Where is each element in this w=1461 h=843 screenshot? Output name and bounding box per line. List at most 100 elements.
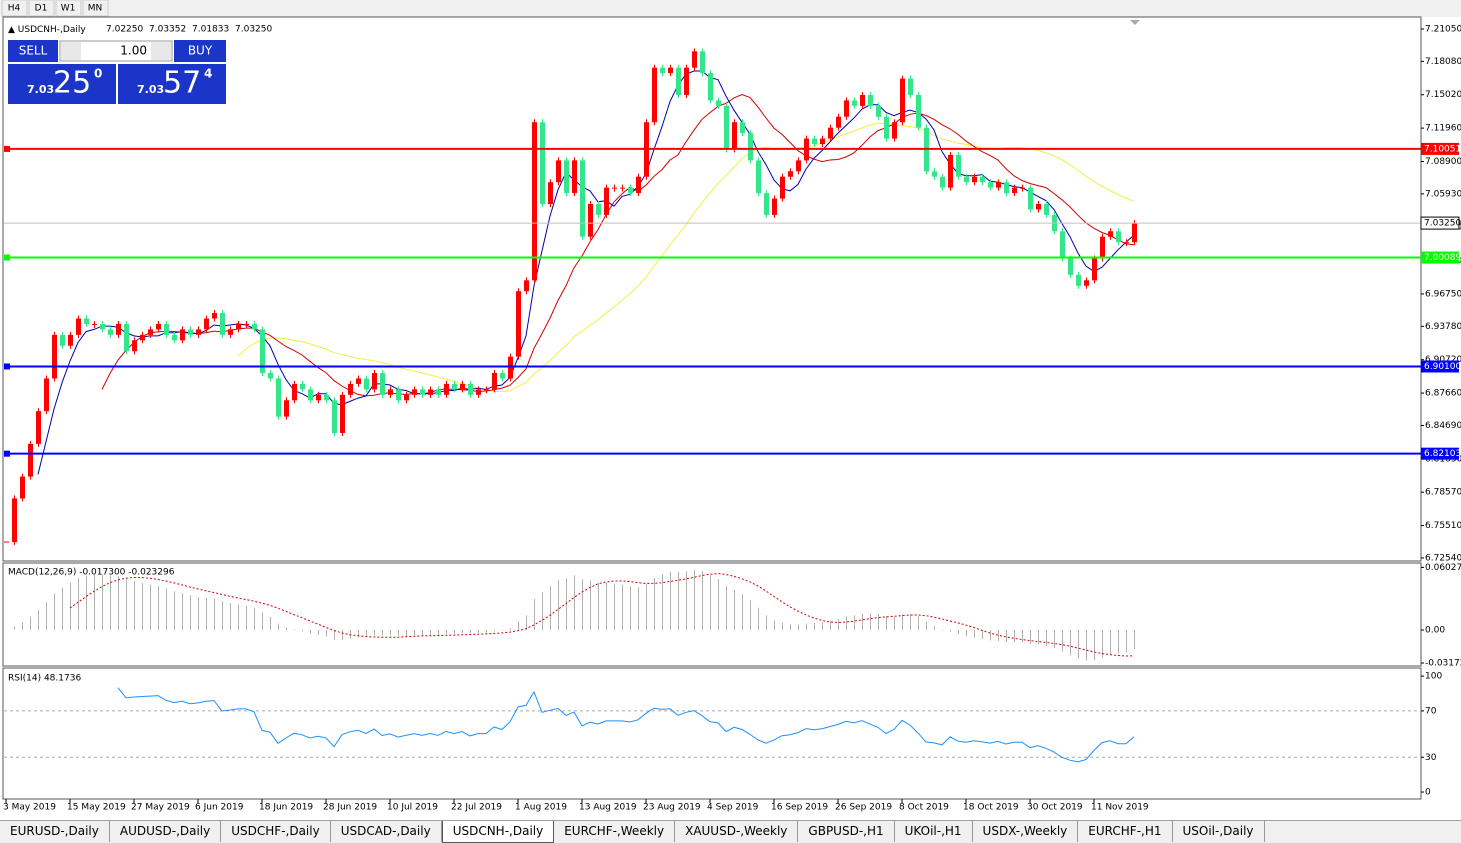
candle: [1092, 258, 1097, 281]
y-tick-label: 70: [1425, 706, 1437, 716]
buy-label[interactable]: BUY: [188, 44, 213, 58]
symbol-tab[interactable]: USOil-,Daily: [1173, 821, 1265, 842]
symbol-tab[interactable]: USDCAD-,Daily: [331, 821, 442, 842]
timeframe-label[interactable]: W1: [61, 4, 76, 14]
last-price-box: [1420, 216, 1460, 230]
symbol-tab[interactable]: XAUUSD-,Weekly: [675, 821, 799, 842]
symbol-tab[interactable]: USDCNH-,Daily: [441, 821, 555, 843]
y-tick-label: 6.84690: [1425, 421, 1461, 431]
candle: [116, 323, 121, 335]
candle: [524, 280, 529, 292]
symbol-tab[interactable]: EURUSD-,Daily: [0, 821, 110, 842]
symbol-tab[interactable]: USDCHF-,Daily: [221, 821, 331, 842]
candle: [212, 313, 217, 319]
candle: [836, 116, 841, 128]
candle: [964, 176, 969, 183]
candle: [396, 389, 401, 401]
lot-down[interactable]: [61, 42, 81, 60]
candle: [68, 334, 73, 346]
candle: [876, 105, 881, 117]
candle: [1076, 274, 1081, 286]
bid-point[interactable]: 0: [94, 67, 102, 81]
candle: [428, 389, 433, 395]
sell-label[interactable]: SELL: [19, 44, 48, 58]
timeframe-button[interactable]: [28, 0, 55, 17]
candle: [788, 171, 793, 177]
level-label-box: [1421, 251, 1459, 264]
sell-button[interactable]: [8, 40, 58, 62]
candle: [380, 373, 385, 395]
ask-pips[interactable]: 57: [163, 66, 201, 101]
timeframe-button[interactable]: [1, 0, 28, 17]
x-tick-label: 23 Aug 2019: [643, 803, 701, 813]
symbol-tab[interactable]: USDX-,Weekly: [973, 821, 1079, 842]
y-tick-label: 6.96750: [1425, 289, 1461, 299]
timeframe-label[interactable]: H4: [8, 4, 21, 14]
candle: [188, 329, 193, 335]
candle: [172, 334, 177, 341]
level-handle: [4, 254, 10, 261]
candle: [652, 67, 657, 123]
candle: [724, 105, 729, 150]
symbol-tab[interactable]: EURCHF-,Weekly: [554, 821, 676, 842]
candle: [956, 154, 961, 177]
candle: [236, 323, 241, 330]
timeframe-label[interactable]: D1: [35, 4, 48, 14]
bid-pips[interactable]: 25: [53, 66, 91, 101]
lot-input[interactable]: [59, 40, 173, 62]
timeframe-button[interactable]: [82, 0, 109, 17]
candle: [436, 389, 441, 395]
y-tick-label: 6.78570: [1425, 488, 1461, 498]
y-tick-label: 7.18080: [1425, 57, 1461, 67]
candle: [900, 78, 905, 123]
candle: [740, 122, 745, 134]
bid-box[interactable]: [8, 64, 116, 104]
candle: [1004, 182, 1009, 194]
symbol-tab[interactable]: EURCHF-,H1: [1078, 821, 1173, 842]
candle: [692, 51, 697, 68]
ask-big[interactable]: 7.03: [137, 83, 164, 96]
candle: [540, 122, 545, 205]
candle: [60, 334, 65, 346]
candle: [500, 373, 505, 379]
symbol-tab[interactable]: UKOil-,H1: [895, 821, 973, 842]
candle: [348, 383, 353, 395]
level-label-box: [1421, 142, 1459, 155]
lot-value[interactable]: 1.00: [120, 44, 147, 58]
y-tick-label: 7.21050: [1425, 24, 1461, 34]
candle: [28, 443, 33, 477]
candle: [892, 122, 897, 139]
candle: [708, 73, 713, 101]
ask-point[interactable]: 4: [204, 67, 212, 81]
candle: [676, 67, 681, 95]
symbol-tab[interactable]: GBPUSD-,H1: [798, 821, 895, 842]
symbol-tab[interactable]: AUDUSD-,Daily: [110, 821, 222, 842]
candle: [756, 160, 761, 194]
candle: [156, 323, 161, 330]
candle: [164, 323, 169, 335]
bid-big[interactable]: 7.03: [27, 83, 54, 96]
candle: [532, 122, 537, 281]
buy-button[interactable]: [174, 40, 226, 62]
x-tick-label: 27 May 2019: [131, 803, 190, 813]
level-label-box: [1421, 360, 1459, 373]
candle: [180, 329, 185, 341]
timeframe-label[interactable]: MN: [88, 4, 103, 14]
candle: [484, 389, 489, 391]
candle: [988, 182, 993, 188]
candle: [916, 94, 921, 128]
lot-up[interactable]: [151, 42, 171, 60]
ask-box[interactable]: [118, 64, 226, 104]
candle: [932, 171, 937, 177]
moving-average: [101, 93, 1135, 397]
rsi-title: RSI(14) 48.1736: [8, 674, 81, 684]
candle: [492, 373, 497, 390]
timeframe-button[interactable]: [55, 0, 82, 17]
level-label: 7.10051: [1424, 144, 1461, 154]
candle: [372, 373, 377, 390]
y-tick-label: 0.060273: [1425, 563, 1461, 573]
symbol-label: ▲ USDCNH-,Daily: [8, 25, 86, 35]
candle: [572, 160, 577, 194]
candle: [100, 323, 105, 330]
candle: [732, 122, 737, 150]
